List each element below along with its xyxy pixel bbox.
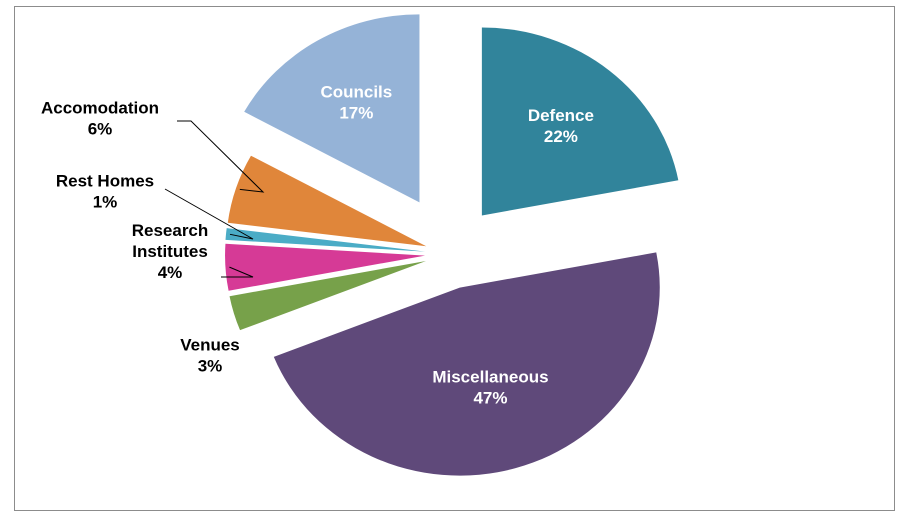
pie-slice-miscellaneous (273, 252, 660, 476)
slice-label-councils: Councils 17% (320, 83, 392, 123)
pie-slice-accomodation (227, 155, 427, 247)
leader-line-accomodation (177, 120, 265, 193)
leader-line-research-institutes (221, 266, 254, 278)
slice-label-venues: Venues 3% (180, 336, 240, 376)
pie-slice-rest-homes (225, 228, 426, 252)
slice-label-rest-homes: Rest Homes 1% (56, 172, 154, 212)
slice-label-research-institutes: Research Institutes 4% (132, 221, 209, 282)
slice-label-accomodation: Accomodation 6% (41, 99, 159, 139)
slice-label-defence: Defence 22% (528, 106, 594, 146)
pie-slice-research-institutes (225, 243, 426, 291)
pie-slice-councils (244, 14, 420, 203)
leader-line-rest-homes (164, 188, 254, 240)
slice-label-miscellaneous: Miscellaneous 47% (432, 367, 548, 407)
chart-frame: Defence 22% Miscellaneous 47% Venues 3% Resear… (14, 6, 895, 511)
pie-chart: Defence 22% Miscellaneous 47% Venues 3% Resear… (41, 14, 679, 476)
pie-slice-defence (481, 27, 679, 216)
pie-slice-venues (229, 260, 426, 331)
